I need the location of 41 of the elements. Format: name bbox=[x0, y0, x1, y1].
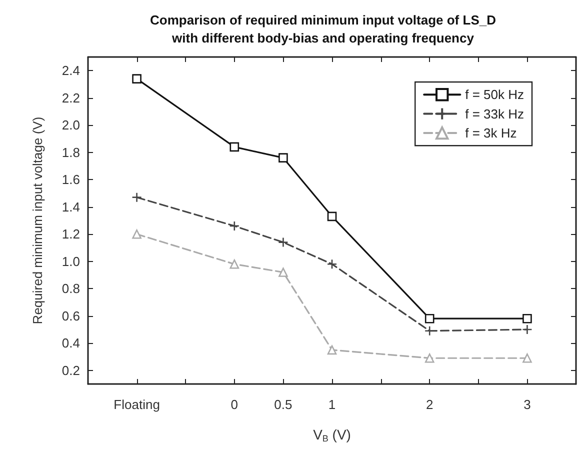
point bbox=[278, 237, 288, 248]
y-tick-label: 1.4 bbox=[62, 199, 80, 214]
point bbox=[522, 324, 532, 335]
x-tick-label: 0 bbox=[230, 397, 238, 412]
point bbox=[278, 153, 288, 162]
y-tick-label: 1.6 bbox=[62, 172, 80, 188]
y-tick-label: 1.2 bbox=[62, 226, 80, 242]
point bbox=[132, 74, 142, 84]
y-tick-label: 2.2 bbox=[62, 90, 80, 106]
y-tick-label: 1.0 bbox=[62, 254, 80, 269]
x-tick-label: 1 bbox=[328, 397, 336, 412]
point bbox=[132, 192, 142, 202]
point bbox=[230, 259, 240, 269]
y-tick-label: 0.6 bbox=[62, 308, 80, 324]
legend-label: f = 3k Hz bbox=[465, 126, 517, 140]
y-axis-title: Required minimum input voltage (V) bbox=[30, 116, 45, 324]
point bbox=[278, 268, 288, 277]
x-tick-label: 0.5 bbox=[274, 397, 292, 412]
y-tick-label: 0.2 bbox=[62, 362, 80, 378]
point bbox=[522, 353, 532, 363]
point bbox=[522, 314, 532, 324]
y-tick-label: 2.4 bbox=[62, 63, 80, 78]
y-tick-label: 0.8 bbox=[62, 281, 80, 296]
point bbox=[424, 314, 434, 324]
y-tick-label: 2.0 bbox=[62, 118, 80, 133]
x-tick-label: 2 bbox=[426, 397, 434, 412]
legend-label: f = 50k Hz bbox=[465, 87, 524, 102]
chart-title: Comparison of required minimum input voltage of LS_D with different body-bias and operating frequency bbox=[150, 12, 496, 46]
point bbox=[132, 229, 142, 239]
point bbox=[229, 220, 240, 232]
point bbox=[424, 326, 435, 336]
x-tick-label: 3 bbox=[524, 397, 531, 412]
point bbox=[327, 345, 337, 355]
x-tick-label: Floating bbox=[114, 397, 160, 412]
y-tick-label: 0.4 bbox=[62, 336, 80, 351]
point bbox=[326, 258, 338, 270]
point bbox=[424, 353, 434, 363]
y-tick-label: 1.8 bbox=[62, 144, 80, 160]
point bbox=[230, 142, 240, 152]
point bbox=[327, 212, 337, 222]
legend-label: f = 33k Hz bbox=[465, 106, 524, 122]
